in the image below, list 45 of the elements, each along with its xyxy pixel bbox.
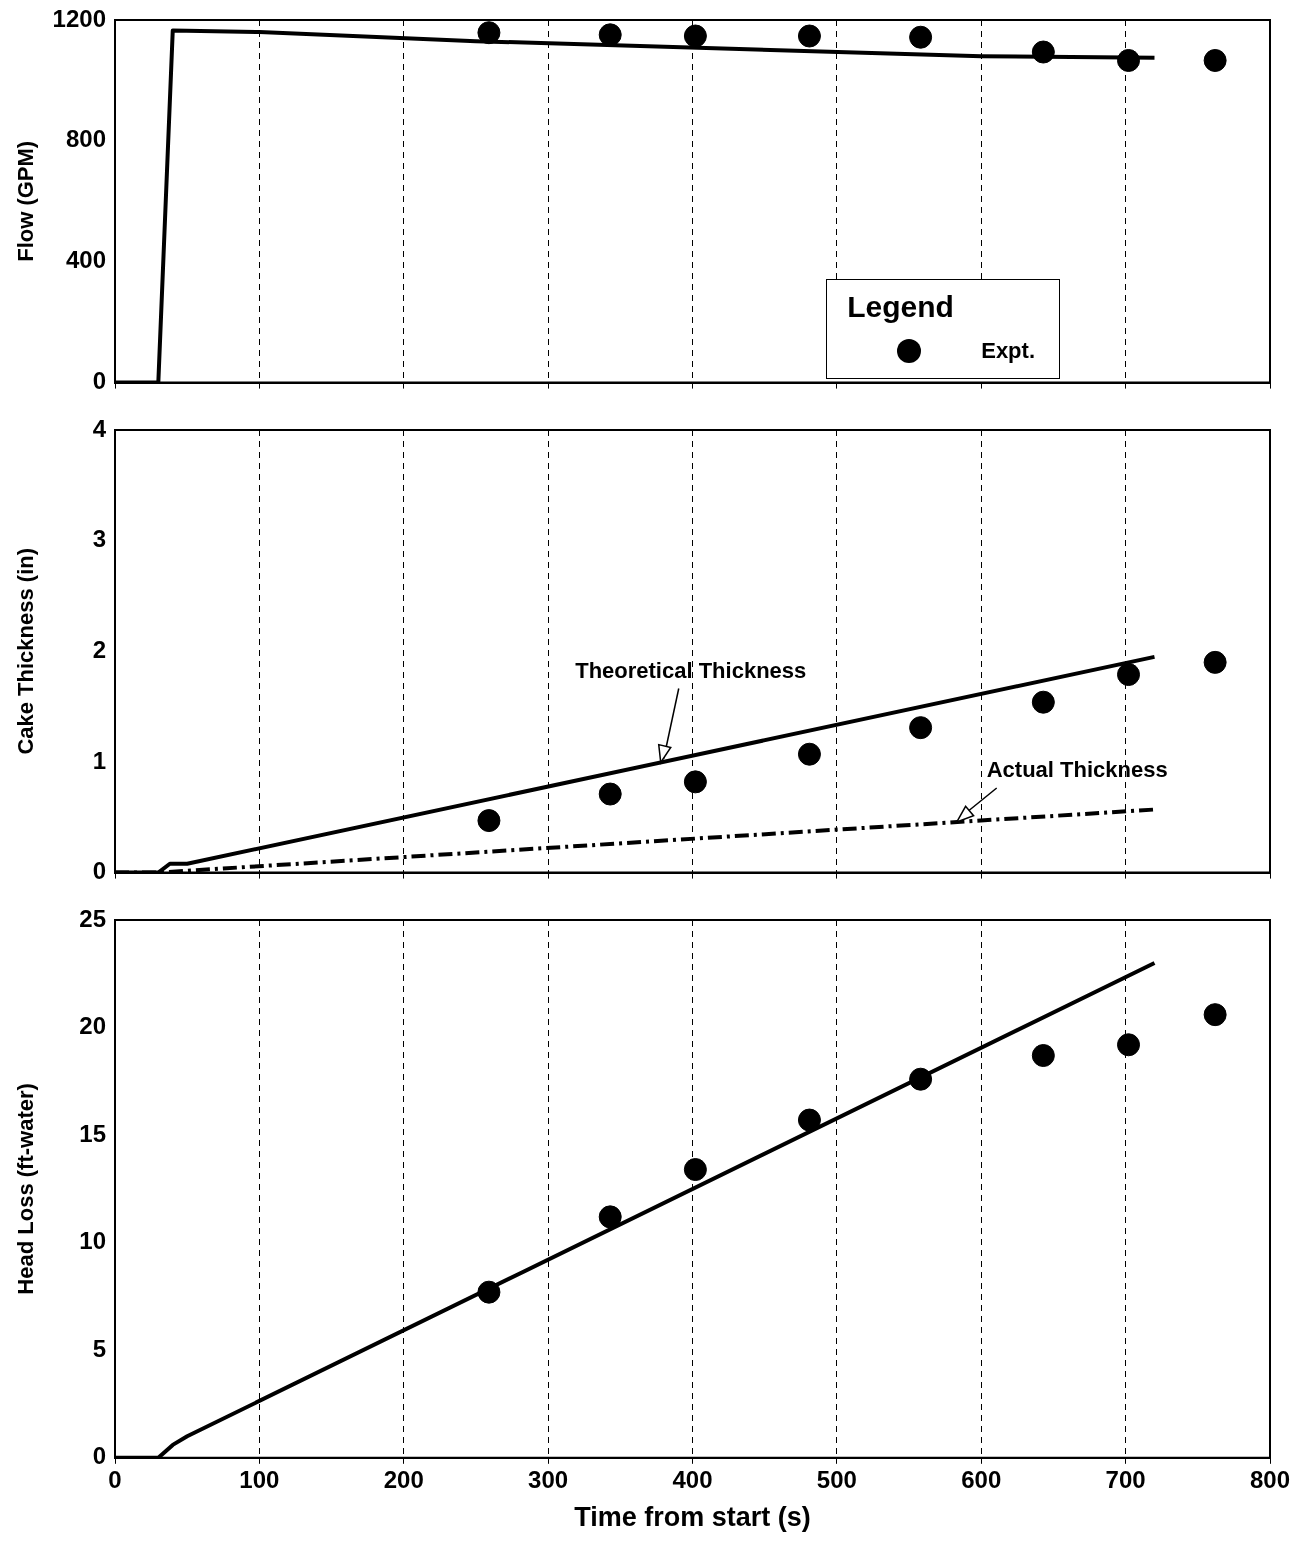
x-axis-title: Time from start (s) — [574, 1502, 811, 1533]
text: Expt. — [981, 337, 1035, 364]
x-tick-label: 100 — [239, 1465, 280, 1493]
x-tick-label: 700 — [1105, 1465, 1146, 1493]
x-tick-label: 200 — [383, 1465, 424, 1493]
y-axis-title: Flow (GPM) — [13, 140, 39, 262]
y-tick-label: 0 — [92, 1442, 106, 1470]
y-tick-label: 3 — [92, 525, 106, 553]
y-tick-label: 0 — [92, 367, 106, 395]
y-tick-label: 20 — [79, 1012, 106, 1040]
y-tick-label: 25 — [79, 904, 106, 932]
point — [1117, 663, 1141, 687]
point — [909, 716, 933, 740]
legend-title: Legend — [847, 289, 955, 324]
y-tick-label: 15 — [79, 1119, 106, 1147]
x-tick-label: 500 — [816, 1465, 857, 1493]
point — [1117, 1033, 1141, 1057]
y-tick-label: 1 — [92, 746, 106, 774]
point — [797, 1108, 821, 1132]
x-tick-label: 300 — [528, 1465, 569, 1493]
point — [598, 1205, 622, 1229]
y-tick-label: 400 — [65, 246, 106, 274]
y-tick-label: 5 — [92, 1334, 106, 1362]
point — [797, 742, 821, 766]
annotation: Actual Thickness — [986, 757, 1168, 783]
point — [1031, 1044, 1055, 1068]
x-tick-label: 600 — [961, 1465, 1002, 1493]
y-tick-label: 10 — [79, 1227, 106, 1255]
y-tick-label: 4 — [92, 414, 107, 442]
point — [683, 770, 707, 794]
y-axis-title: Head Loss (ft-water) — [13, 1083, 39, 1295]
point — [598, 782, 622, 806]
y-axis-title: Cake Thickness (in) — [13, 547, 39, 755]
y-tick-label: 1200 — [52, 4, 106, 32]
x-tick-label: 800 — [1249, 1465, 1291, 1493]
point — [1031, 690, 1055, 714]
point — [477, 809, 501, 833]
y-tick-label: 2 — [92, 635, 106, 663]
y-tick-label: 0 — [92, 857, 106, 885]
annotation: Theoretical Thickness — [575, 657, 807, 683]
x-tick-label: 400 — [672, 1465, 713, 1493]
point — [683, 1158, 707, 1182]
point — [1203, 650, 1227, 674]
point — [1203, 1003, 1227, 1027]
y-tick-label: 800 — [65, 125, 106, 153]
